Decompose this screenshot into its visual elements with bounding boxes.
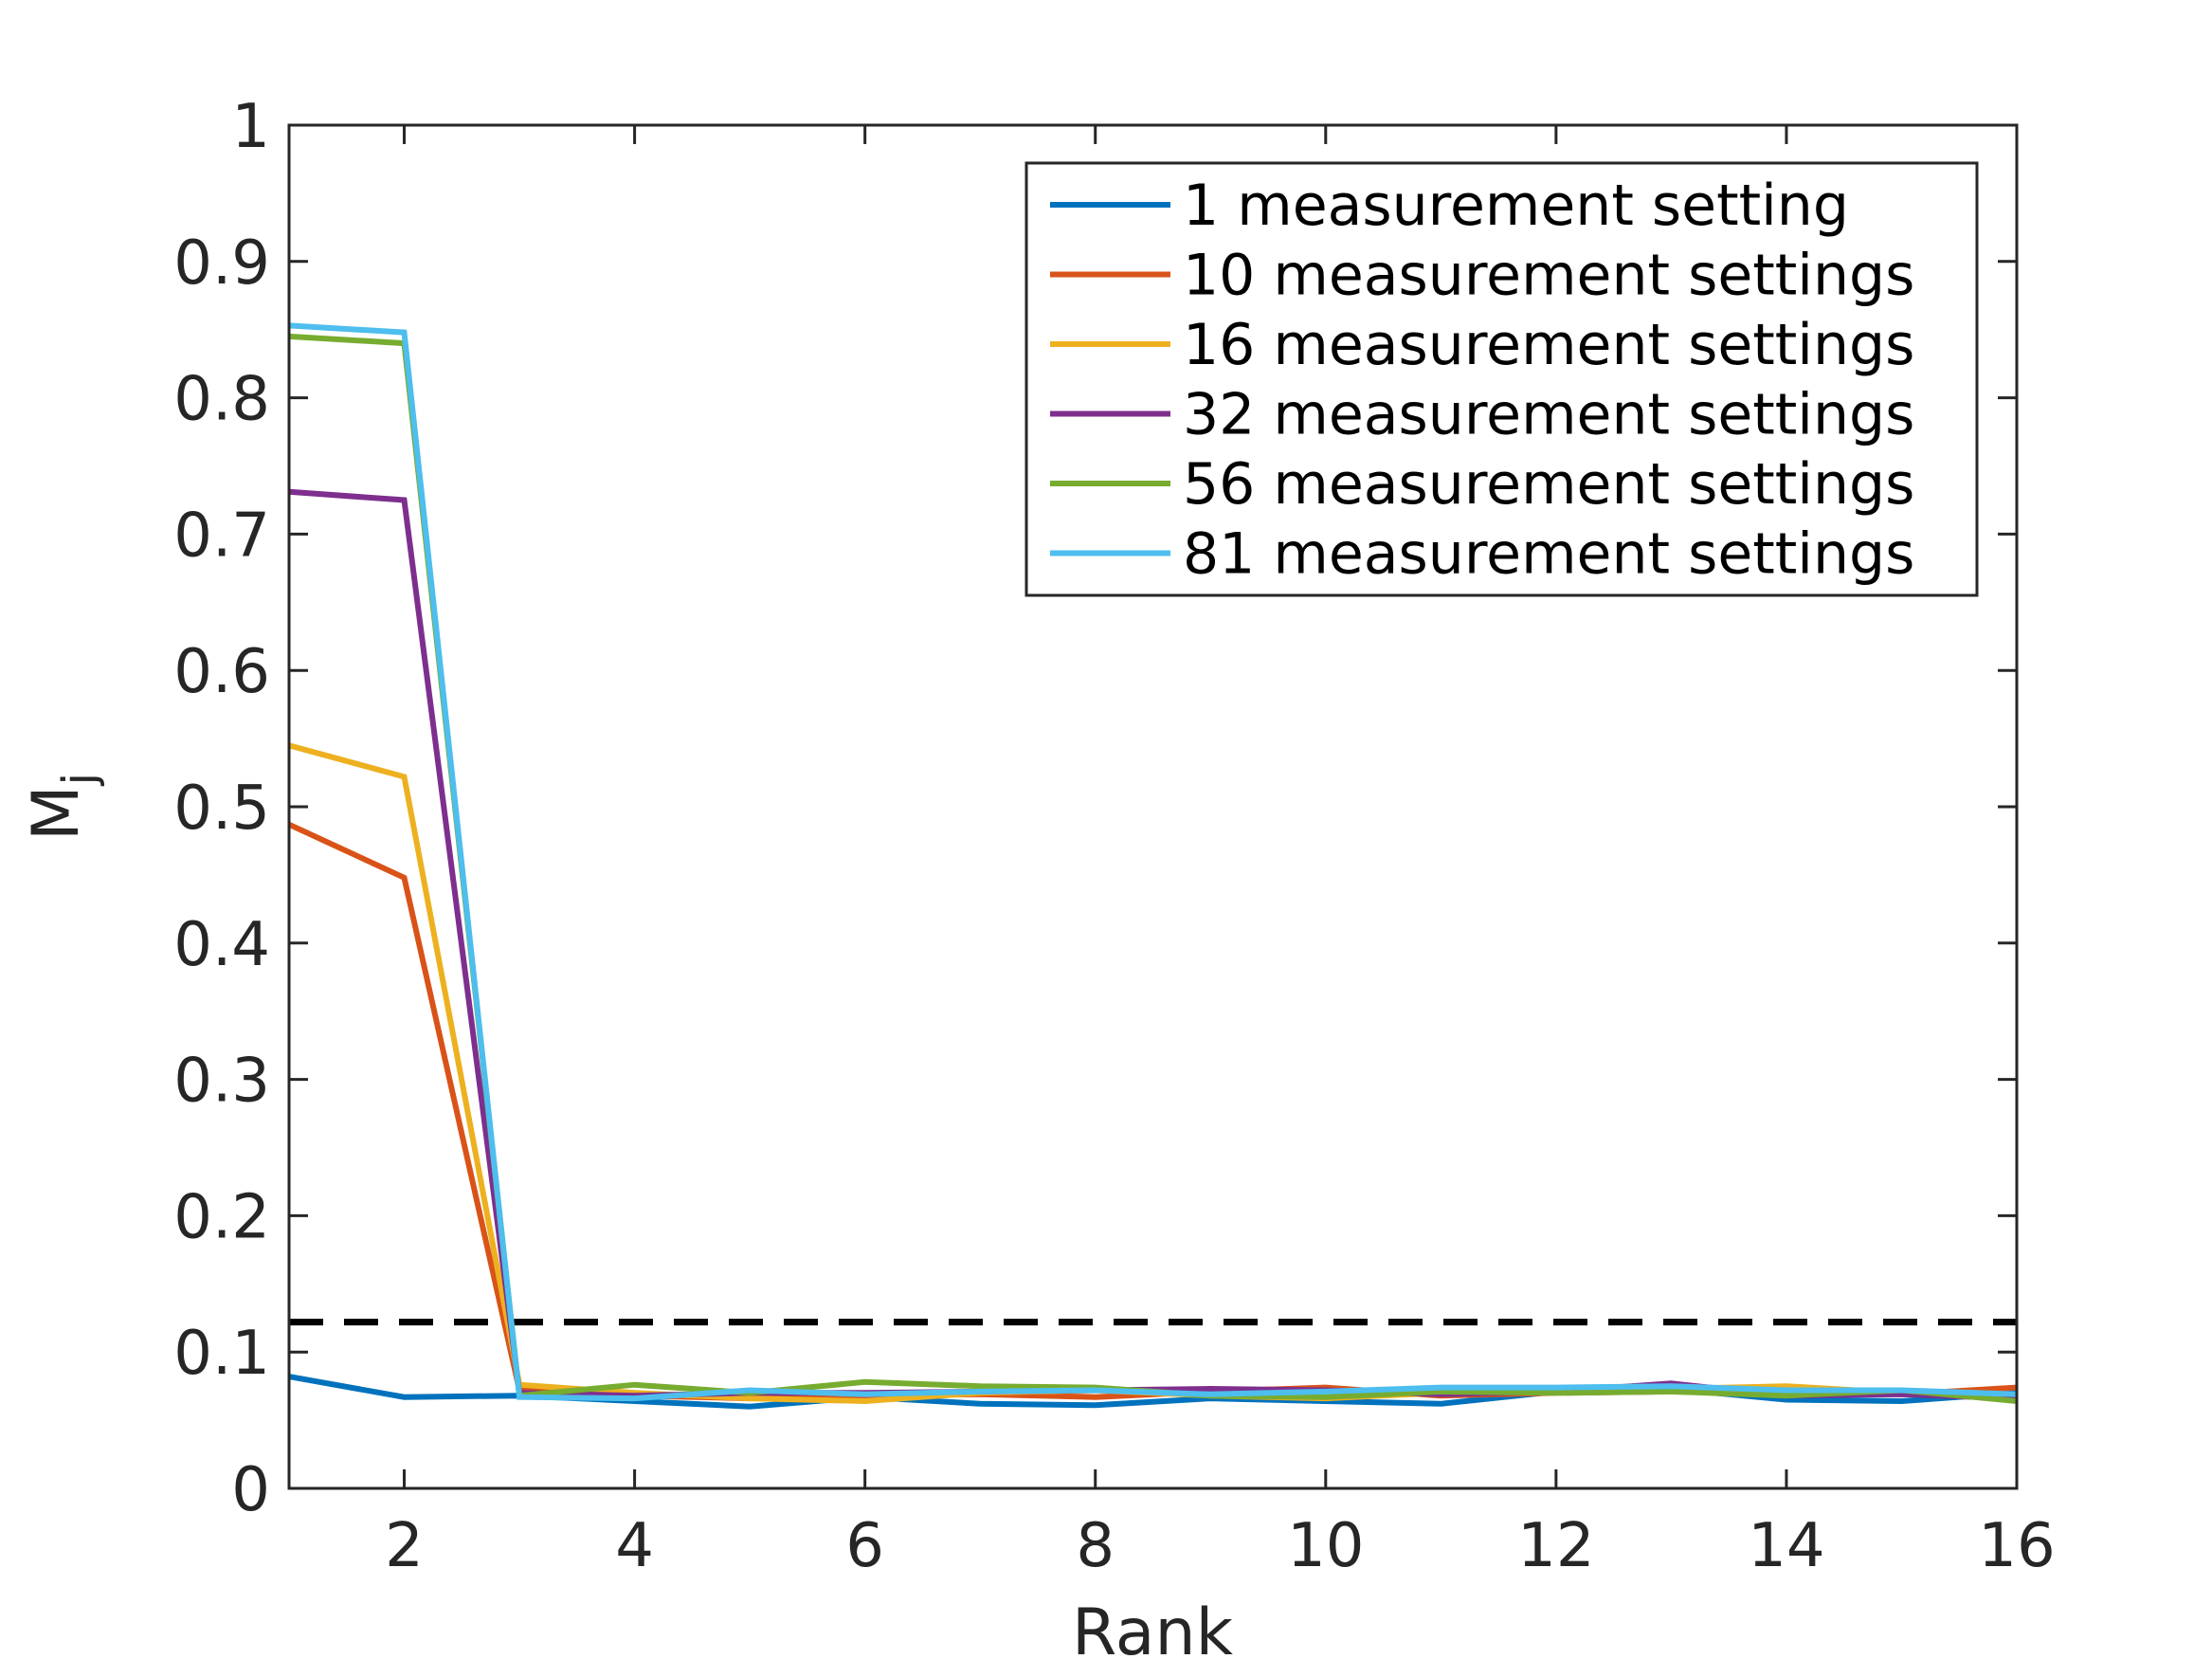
y-tick-label: 0.8 — [173, 365, 270, 435]
legend-label-2: 10 measurement settings — [1183, 243, 1914, 309]
y-axis-label-main: M — [19, 785, 94, 841]
y-axis-label: Mj — [19, 773, 106, 841]
y-tick-label: 0.9 — [173, 228, 270, 299]
legend-label-4: 32 measurement settings — [1183, 382, 1914, 448]
series-line-6 — [288, 322, 2018, 1402]
y-tick-label: 0.2 — [173, 1182, 270, 1252]
ticks-layer: 2 4 6 8 10 12 14 16 0 0.1 0.2 0.3 0.4 0.5 0.6 0.7 0.8 0.9… — [173, 92, 2056, 1581]
y-tick-label: 0.5 — [173, 774, 270, 844]
x-tick-label: 12 — [1517, 1511, 1594, 1581]
x-tick-label: 14 — [1748, 1511, 1824, 1581]
legend-label-3: 16 measurement settings — [1183, 312, 1914, 378]
legend-label-6: 81 measurement settings — [1183, 521, 1914, 588]
x-tick-label: 2 — [385, 1511, 424, 1581]
y-tick-label: 0 — [231, 1455, 270, 1525]
y-tick-label: 0.6 — [173, 637, 270, 707]
x-tick-label: 10 — [1287, 1511, 1364, 1581]
labels-layer: Rank Mj — [19, 773, 1234, 1659]
x-axis-label: Rank — [1072, 1595, 1234, 1659]
legend-label-1: 1 measurement setting — [1183, 173, 1849, 239]
x-tick-label: 6 — [845, 1511, 884, 1581]
y-axis-label-subscript: j — [53, 773, 106, 786]
x-tick-label: 8 — [1076, 1511, 1115, 1581]
y-tick-label: 1 — [231, 92, 270, 162]
y-tick-label: 0.1 — [173, 1319, 270, 1389]
y-tick-label: 0.7 — [173, 501, 270, 571]
x-tick-label: 4 — [615, 1511, 654, 1581]
series-layer — [287, 322, 2018, 1410]
legend-label-5: 56 measurement settings — [1183, 451, 1914, 518]
legend-box — [1024, 161, 1979, 597]
x-tick-label: 16 — [1978, 1511, 2055, 1581]
y-tick-label: 0.4 — [173, 910, 270, 980]
y-tick-label: 0.3 — [173, 1047, 270, 1117]
